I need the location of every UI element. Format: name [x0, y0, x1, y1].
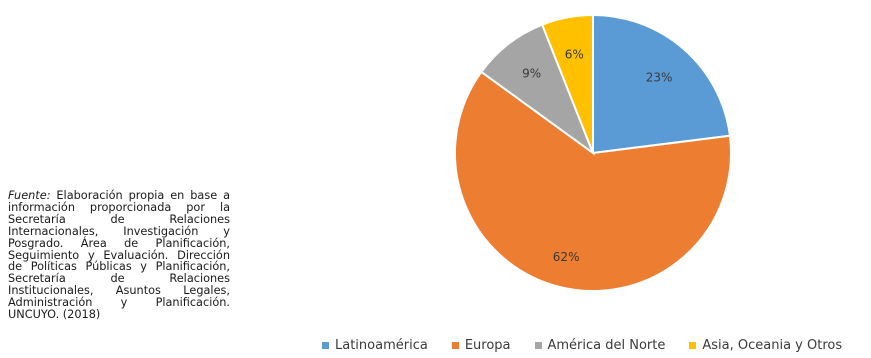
- legend-swatch: [534, 342, 542, 349]
- legend-label: Asia, Oceania y Otros: [702, 338, 843, 353]
- data-label-asia-oceania-y-otros: 6%: [565, 47, 584, 61]
- legend-swatch: [689, 342, 697, 349]
- source-text: Elaboración propia en base a información…: [8, 189, 231, 322]
- legend-item-asia-oceania-y-otros: Asia, Oceania y Otros: [689, 338, 842, 353]
- pie-slice-latinoamerica: [592, 13, 732, 155]
- chart-legend: Latinoamérica Europa América del Norte Asia…: [322, 338, 842, 353]
- data-label-america-del-norte: 9%: [522, 66, 541, 80]
- pie-slice-europa: [454, 70, 732, 292]
- legend-item-latinoamerica: Latinoamérica: [322, 338, 428, 353]
- source-lead: Fuente:: [8, 189, 51, 202]
- legend-label: Europa: [464, 338, 511, 353]
- pie-slice-asia-oceania-y-otros: [540, 13, 594, 154]
- legend-item-america-del-norte: América del Norte: [534, 338, 666, 353]
- legend-label: América del Norte: [547, 338, 666, 353]
- legend-swatch: [322, 342, 329, 349]
- pie-slices: [454, 13, 732, 292]
- data-label-latinoamerica: 23%: [646, 70, 673, 84]
- data-label-europa: 62%: [553, 250, 580, 264]
- legend-label: Latinoamérica: [335, 338, 428, 353]
- pie-data-labels: 23% 62% 9% 6%: [522, 47, 672, 264]
- legend-item-europa: Europa: [451, 338, 511, 353]
- legend-swatch: [451, 342, 459, 349]
- source-note: Fuente: Elaboración propia en base a inf…: [8, 190, 230, 321]
